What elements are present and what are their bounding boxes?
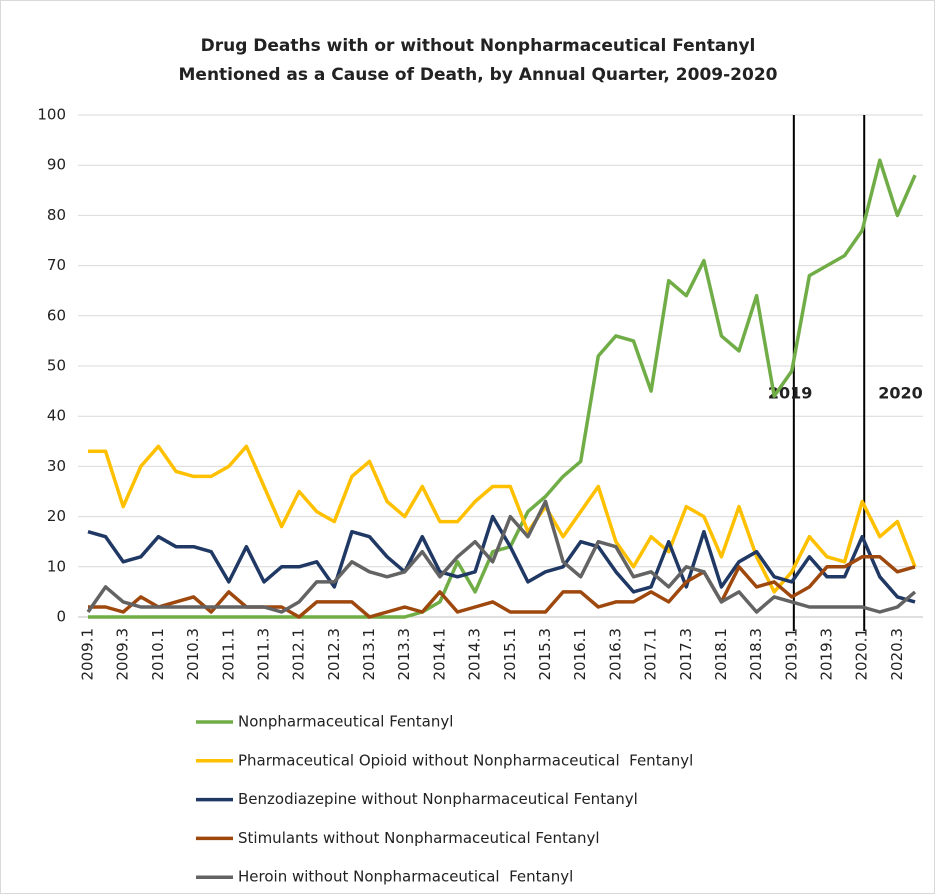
y-tick-label: 90 bbox=[47, 156, 66, 174]
x-tick-label: 2009.1 bbox=[79, 628, 97, 681]
x-tick-label: 2009.3 bbox=[114, 628, 132, 681]
y-tick-label: 10 bbox=[47, 557, 66, 575]
series-line bbox=[88, 555, 916, 619]
y-tick-label: 100 bbox=[37, 106, 66, 124]
x-tick-label: 2011.1 bbox=[219, 628, 237, 681]
x-tick-label: 2018.3 bbox=[747, 628, 765, 681]
x-tick-label: 2013.1 bbox=[360, 628, 378, 681]
x-tick-label: 2020.3 bbox=[888, 628, 906, 681]
x-tick-label: 2012.1 bbox=[290, 628, 308, 681]
series-line bbox=[88, 158, 917, 619]
y-tick-label: 0 bbox=[56, 608, 66, 626]
x-tick-label: 2013.3 bbox=[395, 628, 413, 681]
x-tick-label: 2015.1 bbox=[501, 628, 519, 681]
x-tick-label: 2014.3 bbox=[466, 628, 484, 681]
y-tick-label: 80 bbox=[47, 206, 66, 224]
chart-title: Drug Deaths with or without Nonpharmaceu… bbox=[201, 36, 756, 56]
x-tick-label: 2011.3 bbox=[254, 628, 272, 681]
x-tick-label: 2017.1 bbox=[642, 628, 660, 681]
legend-label: Nonpharmaceutical Fentanyl bbox=[238, 713, 453, 731]
x-tick-label: 2019.1 bbox=[782, 628, 800, 681]
x-tick-label: 2016.3 bbox=[606, 628, 624, 681]
x-tick-label: 2020.1 bbox=[853, 628, 871, 681]
x-tick-label: 2015.3 bbox=[536, 628, 554, 681]
x-tick-label: 2012.3 bbox=[325, 628, 343, 681]
x-tick-label: 2010.3 bbox=[184, 628, 202, 681]
y-tick-label: 60 bbox=[47, 306, 66, 324]
y-tick-label: 30 bbox=[47, 457, 66, 475]
legend-label: Benzodiazepine without Nonpharmaceutical… bbox=[238, 790, 638, 808]
annotation: 2020 bbox=[878, 384, 923, 403]
legend-label: Pharmaceutical Opioid without Nonpharmac… bbox=[238, 751, 693, 769]
legend-label: Heroin without Nonpharmaceutical Fentany… bbox=[238, 868, 573, 886]
y-tick-label: 70 bbox=[47, 256, 66, 274]
series-line bbox=[88, 444, 917, 594]
x-tick-label: 2019.3 bbox=[818, 628, 836, 681]
x-tick-label: 2014.1 bbox=[430, 628, 448, 681]
y-tick-label: 50 bbox=[47, 357, 66, 375]
y-tick-label: 20 bbox=[47, 507, 66, 525]
x-tick-label: 2017.3 bbox=[677, 628, 695, 681]
chart-title: Mentioned as a Cause of Death, by Annual… bbox=[179, 65, 778, 85]
x-tick-label: 2010.1 bbox=[149, 628, 167, 681]
y-tick-label: 40 bbox=[47, 407, 66, 425]
x-tick-label: 2018.1 bbox=[712, 628, 730, 681]
legend-label: Stimulants without Nonpharmaceutical Fen… bbox=[238, 829, 600, 847]
series-line bbox=[86, 499, 917, 614]
x-tick-label: 2016.1 bbox=[571, 628, 589, 681]
series-line bbox=[87, 514, 916, 604]
